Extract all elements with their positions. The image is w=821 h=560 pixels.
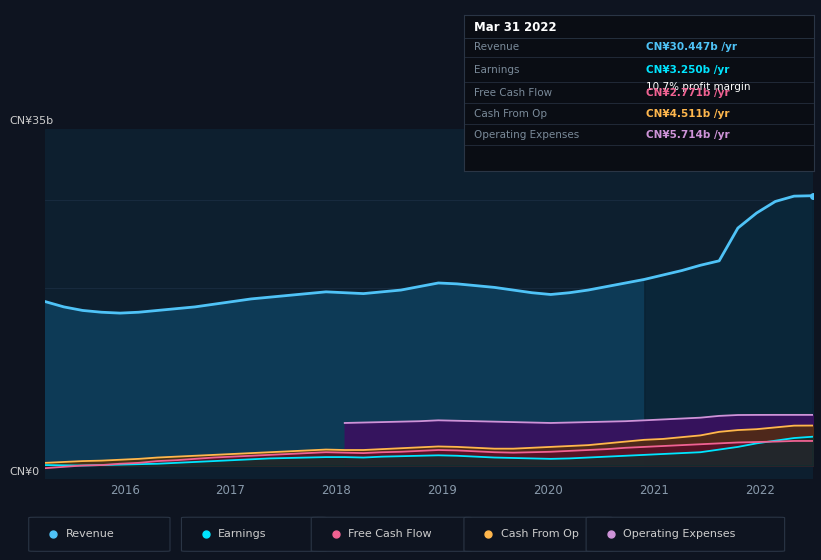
Text: Revenue: Revenue bbox=[66, 529, 114, 539]
Text: CN¥35b: CN¥35b bbox=[10, 116, 54, 126]
Text: Mar 31 2022: Mar 31 2022 bbox=[475, 21, 557, 34]
Text: Earnings: Earnings bbox=[475, 65, 520, 75]
Text: Earnings: Earnings bbox=[218, 529, 267, 539]
Text: Cash From Op: Cash From Op bbox=[475, 109, 548, 119]
Text: Revenue: Revenue bbox=[475, 41, 520, 52]
Text: CN¥0: CN¥0 bbox=[10, 467, 40, 477]
FancyBboxPatch shape bbox=[311, 517, 471, 551]
Text: Free Cash Flow: Free Cash Flow bbox=[348, 529, 432, 539]
Text: Operating Expenses: Operating Expenses bbox=[475, 130, 580, 139]
Text: Operating Expenses: Operating Expenses bbox=[623, 529, 735, 539]
Text: 10.7% profit margin: 10.7% profit margin bbox=[646, 82, 750, 92]
FancyBboxPatch shape bbox=[29, 517, 170, 551]
Text: CN¥5.714b /yr: CN¥5.714b /yr bbox=[646, 130, 730, 139]
FancyBboxPatch shape bbox=[586, 517, 785, 551]
Text: CN¥3.250b /yr: CN¥3.250b /yr bbox=[646, 65, 730, 75]
Text: CN¥4.511b /yr: CN¥4.511b /yr bbox=[646, 109, 730, 119]
Text: Cash From Op: Cash From Op bbox=[501, 529, 579, 539]
Text: Free Cash Flow: Free Cash Flow bbox=[475, 87, 553, 97]
Text: CN¥2.771b /yr: CN¥2.771b /yr bbox=[646, 87, 730, 97]
FancyBboxPatch shape bbox=[181, 517, 327, 551]
Text: CN¥30.447b /yr: CN¥30.447b /yr bbox=[646, 41, 737, 52]
FancyBboxPatch shape bbox=[464, 517, 612, 551]
